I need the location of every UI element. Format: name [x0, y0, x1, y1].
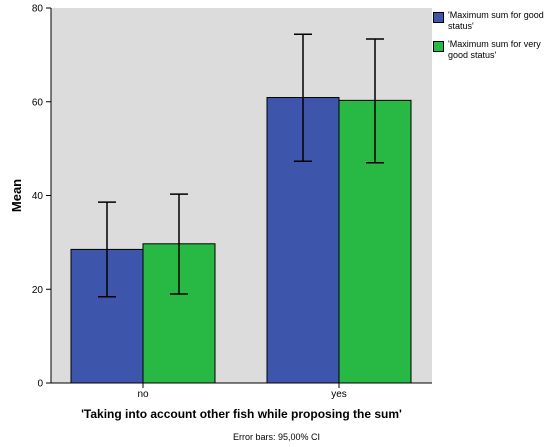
- x-axis-label: 'Taking into account other fish while pr…: [81, 407, 402, 421]
- x-tick-label: yes: [331, 389, 347, 400]
- bar-no-series-2: [142, 243, 216, 384]
- y-tick-label: 40: [32, 191, 44, 202]
- legend-label-very-good-status: 'Maximum sum for very good status': [448, 39, 541, 60]
- legend-swatch-good-status: [433, 12, 444, 23]
- x-tick-label: no: [137, 389, 149, 400]
- y-tick-label: 80: [32, 4, 44, 15]
- legend-swatch-very-good-status: [433, 41, 444, 52]
- legend-label-good-status: 'Maximum sum for good status': [448, 10, 544, 31]
- error-bars-footnote: Error bars: 95,00% CI: [232, 432, 321, 442]
- y-axis: 0 20 40 60 80: [32, 4, 52, 390]
- y-tick-label: 0: [37, 379, 43, 390]
- legend-item-good-status: 'Maximum sum for good status': [433, 10, 553, 32]
- legend: 'Maximum sum for good status' 'Maximum s…: [433, 10, 553, 68]
- error-bars-group: [98, 33, 384, 298]
- x-axis: no yes: [51, 382, 432, 400]
- legend-item-very-good-status: 'Maximum sum for very good status': [433, 39, 553, 61]
- y-axis-label: Mean: [9, 179, 24, 212]
- y-tick-label: 20: [32, 285, 44, 296]
- y-tick-label: 60: [32, 97, 44, 108]
